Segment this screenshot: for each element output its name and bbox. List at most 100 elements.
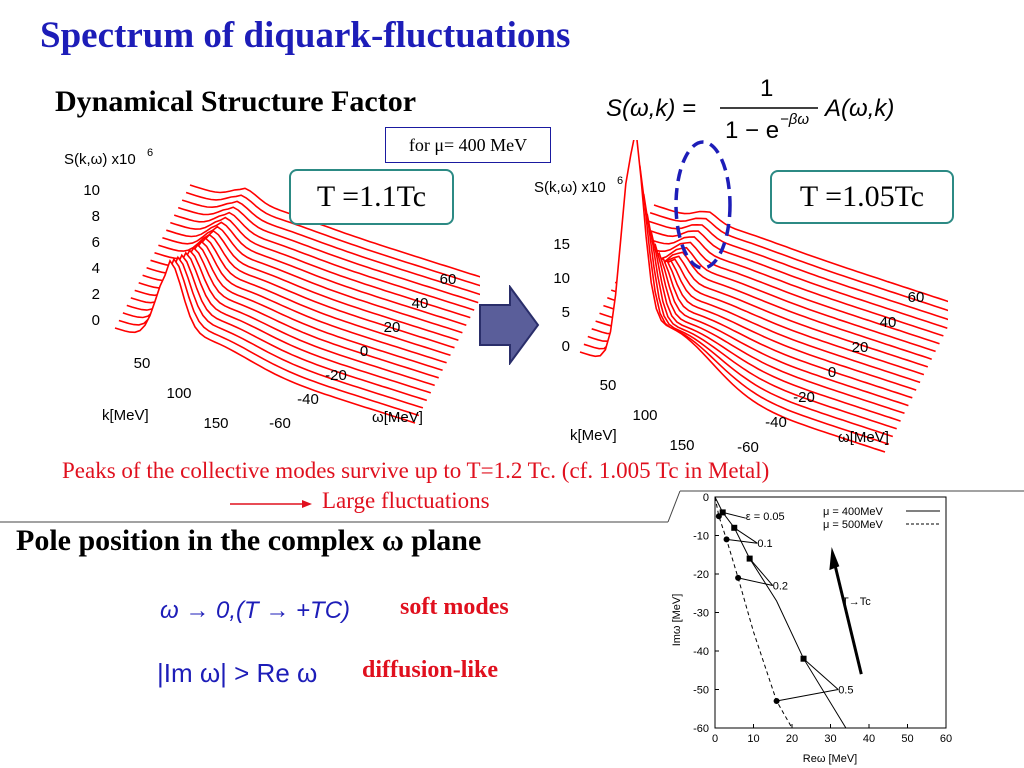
tick-label: 0 (828, 364, 836, 381)
tick-label: 20 (384, 319, 401, 336)
y-tick-label: -50 (693, 685, 709, 697)
annot-pointer (749, 558, 774, 586)
tc-arrow-shaft (832, 562, 863, 675)
tick-label: 50 (134, 355, 151, 372)
temperature-box-right: T =1.05Tc (770, 170, 954, 224)
soft-modes-label: soft modes (400, 594, 509, 620)
annot-pointer (776, 689, 839, 702)
spectral-curve (170, 216, 471, 319)
right-z-ticks: 15 10 5 0 (553, 236, 570, 355)
tick-label: -20 (325, 367, 347, 384)
marker-500 (715, 513, 722, 520)
spectral-curve (166, 221, 467, 326)
tick-label: -40 (297, 391, 319, 408)
left-z-ticks: 10 8 6 4 2 0 (83, 182, 100, 329)
left-z-exp: 6 (147, 147, 153, 159)
tick-label: 40 (880, 314, 897, 331)
pole-plot-frame (714, 496, 947, 729)
marker-400 (800, 655, 807, 662)
formula-rhs: A(ω,k) (823, 95, 894, 122)
spectral-curve (185, 191, 480, 287)
formula-numerator: 1 (760, 75, 773, 102)
marker-400 (746, 555, 753, 562)
tick-label: 15 (553, 236, 570, 253)
left-k-ticks: 50 100 150 (134, 355, 229, 432)
y-tick-label: -30 (693, 608, 709, 620)
right-z-label: S(k,ω) x10 (534, 179, 606, 196)
marker-500 (723, 536, 730, 543)
pole-xlabel: Reω [MeV] (803, 753, 857, 765)
left-w-ticks: -60 -40 -20 0 20 40 60 (269, 271, 456, 432)
tick-label: -60 (737, 439, 759, 456)
annot-0.2: 0.2 (773, 580, 788, 592)
temperature-left: T =1.1Tc (316, 180, 427, 213)
marker-500 (735, 574, 742, 581)
annot-pointer (737, 577, 773, 587)
tick-label: 0 (562, 338, 570, 355)
large-fluct-arrow-icon (230, 500, 312, 508)
tick-label: 10 (83, 182, 100, 199)
tick-label: 0 (360, 343, 368, 360)
dsf-heading: Dynamical Structure Factor (55, 85, 417, 118)
right-z-exp: 6 (617, 175, 623, 187)
annot-pointer (726, 538, 758, 544)
spectral-curve (114, 258, 416, 424)
tick-label: 150 (669, 437, 694, 454)
tick-label: 40 (412, 295, 429, 312)
tick-label: -60 (269, 415, 291, 432)
spectral-curve (162, 225, 463, 334)
spectral-curve (173, 211, 475, 311)
tick-label: 20 (852, 339, 869, 356)
tick-label: 4 (92, 260, 100, 277)
pole-position-chart: 0 10 20 30 40 50 60 0 -10 -20 -30 -40 -50 -60 μ = 400… (671, 492, 952, 765)
tick-label: 10 (553, 270, 570, 287)
right-arrow-icon (479, 285, 540, 365)
tick-label: 6 (92, 234, 100, 251)
y-tick-label: -20 (693, 569, 709, 581)
y-tick-label: -10 (693, 531, 709, 543)
y-tick-label: 0 (703, 492, 709, 504)
tc-arrow-head (829, 547, 840, 571)
temperature-right: T =1.05Tc (799, 180, 925, 213)
tick-label: 2 (92, 286, 100, 303)
large-fluctuations-text: Large fluctuations (322, 488, 490, 513)
peaks-text: Peaks of the collective modes survive up… (62, 458, 770, 483)
annot-t-tc: T→Tc (842, 596, 871, 608)
tick-label: 60 (908, 289, 925, 306)
spectral-curve (649, 211, 948, 312)
diffusion-formula: |Im ω| > Re ω (157, 658, 317, 688)
x-tick-label: 0 (712, 733, 718, 745)
pole-heading: Pole position in the complex ω plane (16, 524, 482, 557)
slide-title: Spectrum of diquark-fluctuations (40, 15, 571, 56)
tick-label: 150 (203, 415, 228, 432)
x-tick-label: 40 (863, 733, 875, 745)
annot-eps: ε = 0.05 (746, 511, 785, 523)
pole-annotations: ε = 0.05 0.1 0.2 0.5 T→Tc (722, 511, 871, 702)
x-tick-label: 50 (901, 733, 913, 745)
tick-label: 0 (92, 312, 100, 329)
mu-label: for μ= 400 MeV (408, 134, 528, 155)
left-w-label: ω[MeV] (372, 409, 423, 426)
mu-label-box: for μ= 400 MeV (385, 127, 551, 163)
separator-line (0, 490, 1024, 523)
marker-400 (731, 524, 738, 531)
x-tick-label: 60 (940, 733, 952, 745)
tick-label: -20 (793, 389, 815, 406)
right-k-label: k[MeV] (570, 427, 617, 444)
tick-label: 50 (600, 377, 617, 394)
formula-exponent: −βω (780, 111, 809, 128)
x-tick-label: 10 (747, 733, 759, 745)
tick-label: 8 (92, 208, 100, 225)
pole-legend: μ = 400MeV μ = 500MeV (823, 506, 940, 531)
soft-mode-formula: ω → 0,(T → +TC) (160, 597, 350, 624)
structure-factor-formula: S(ω,k) = 1 1 − e −βω A(ω,k) (606, 75, 894, 144)
marker-500 (773, 698, 780, 705)
right-k-ticks: 50 100 150 (600, 377, 695, 454)
annot-pointer (733, 527, 758, 544)
legend-400: μ = 400MeV (823, 506, 884, 518)
spectral-curve (634, 241, 940, 345)
right-w-ticks: -60 -40 -20 0 20 40 60 (737, 289, 924, 456)
pole-ylabel: Imω [MeV] (671, 594, 683, 647)
spectral-curve (181, 199, 480, 296)
